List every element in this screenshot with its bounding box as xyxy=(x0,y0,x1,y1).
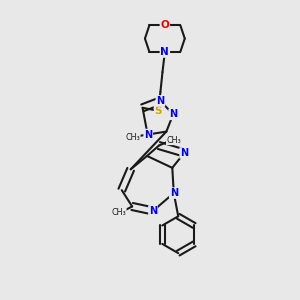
Text: N: N xyxy=(180,148,188,158)
Text: S: S xyxy=(154,106,162,116)
Text: N: N xyxy=(144,130,152,140)
Text: N: N xyxy=(156,96,164,106)
Text: N: N xyxy=(149,206,157,216)
Text: N: N xyxy=(170,188,178,198)
Text: CH₃: CH₃ xyxy=(167,136,181,145)
Text: O: O xyxy=(160,20,169,30)
Text: N: N xyxy=(169,109,177,119)
Text: CH₃: CH₃ xyxy=(111,208,126,217)
Text: N: N xyxy=(160,47,169,57)
Text: CH₃: CH₃ xyxy=(125,133,140,142)
